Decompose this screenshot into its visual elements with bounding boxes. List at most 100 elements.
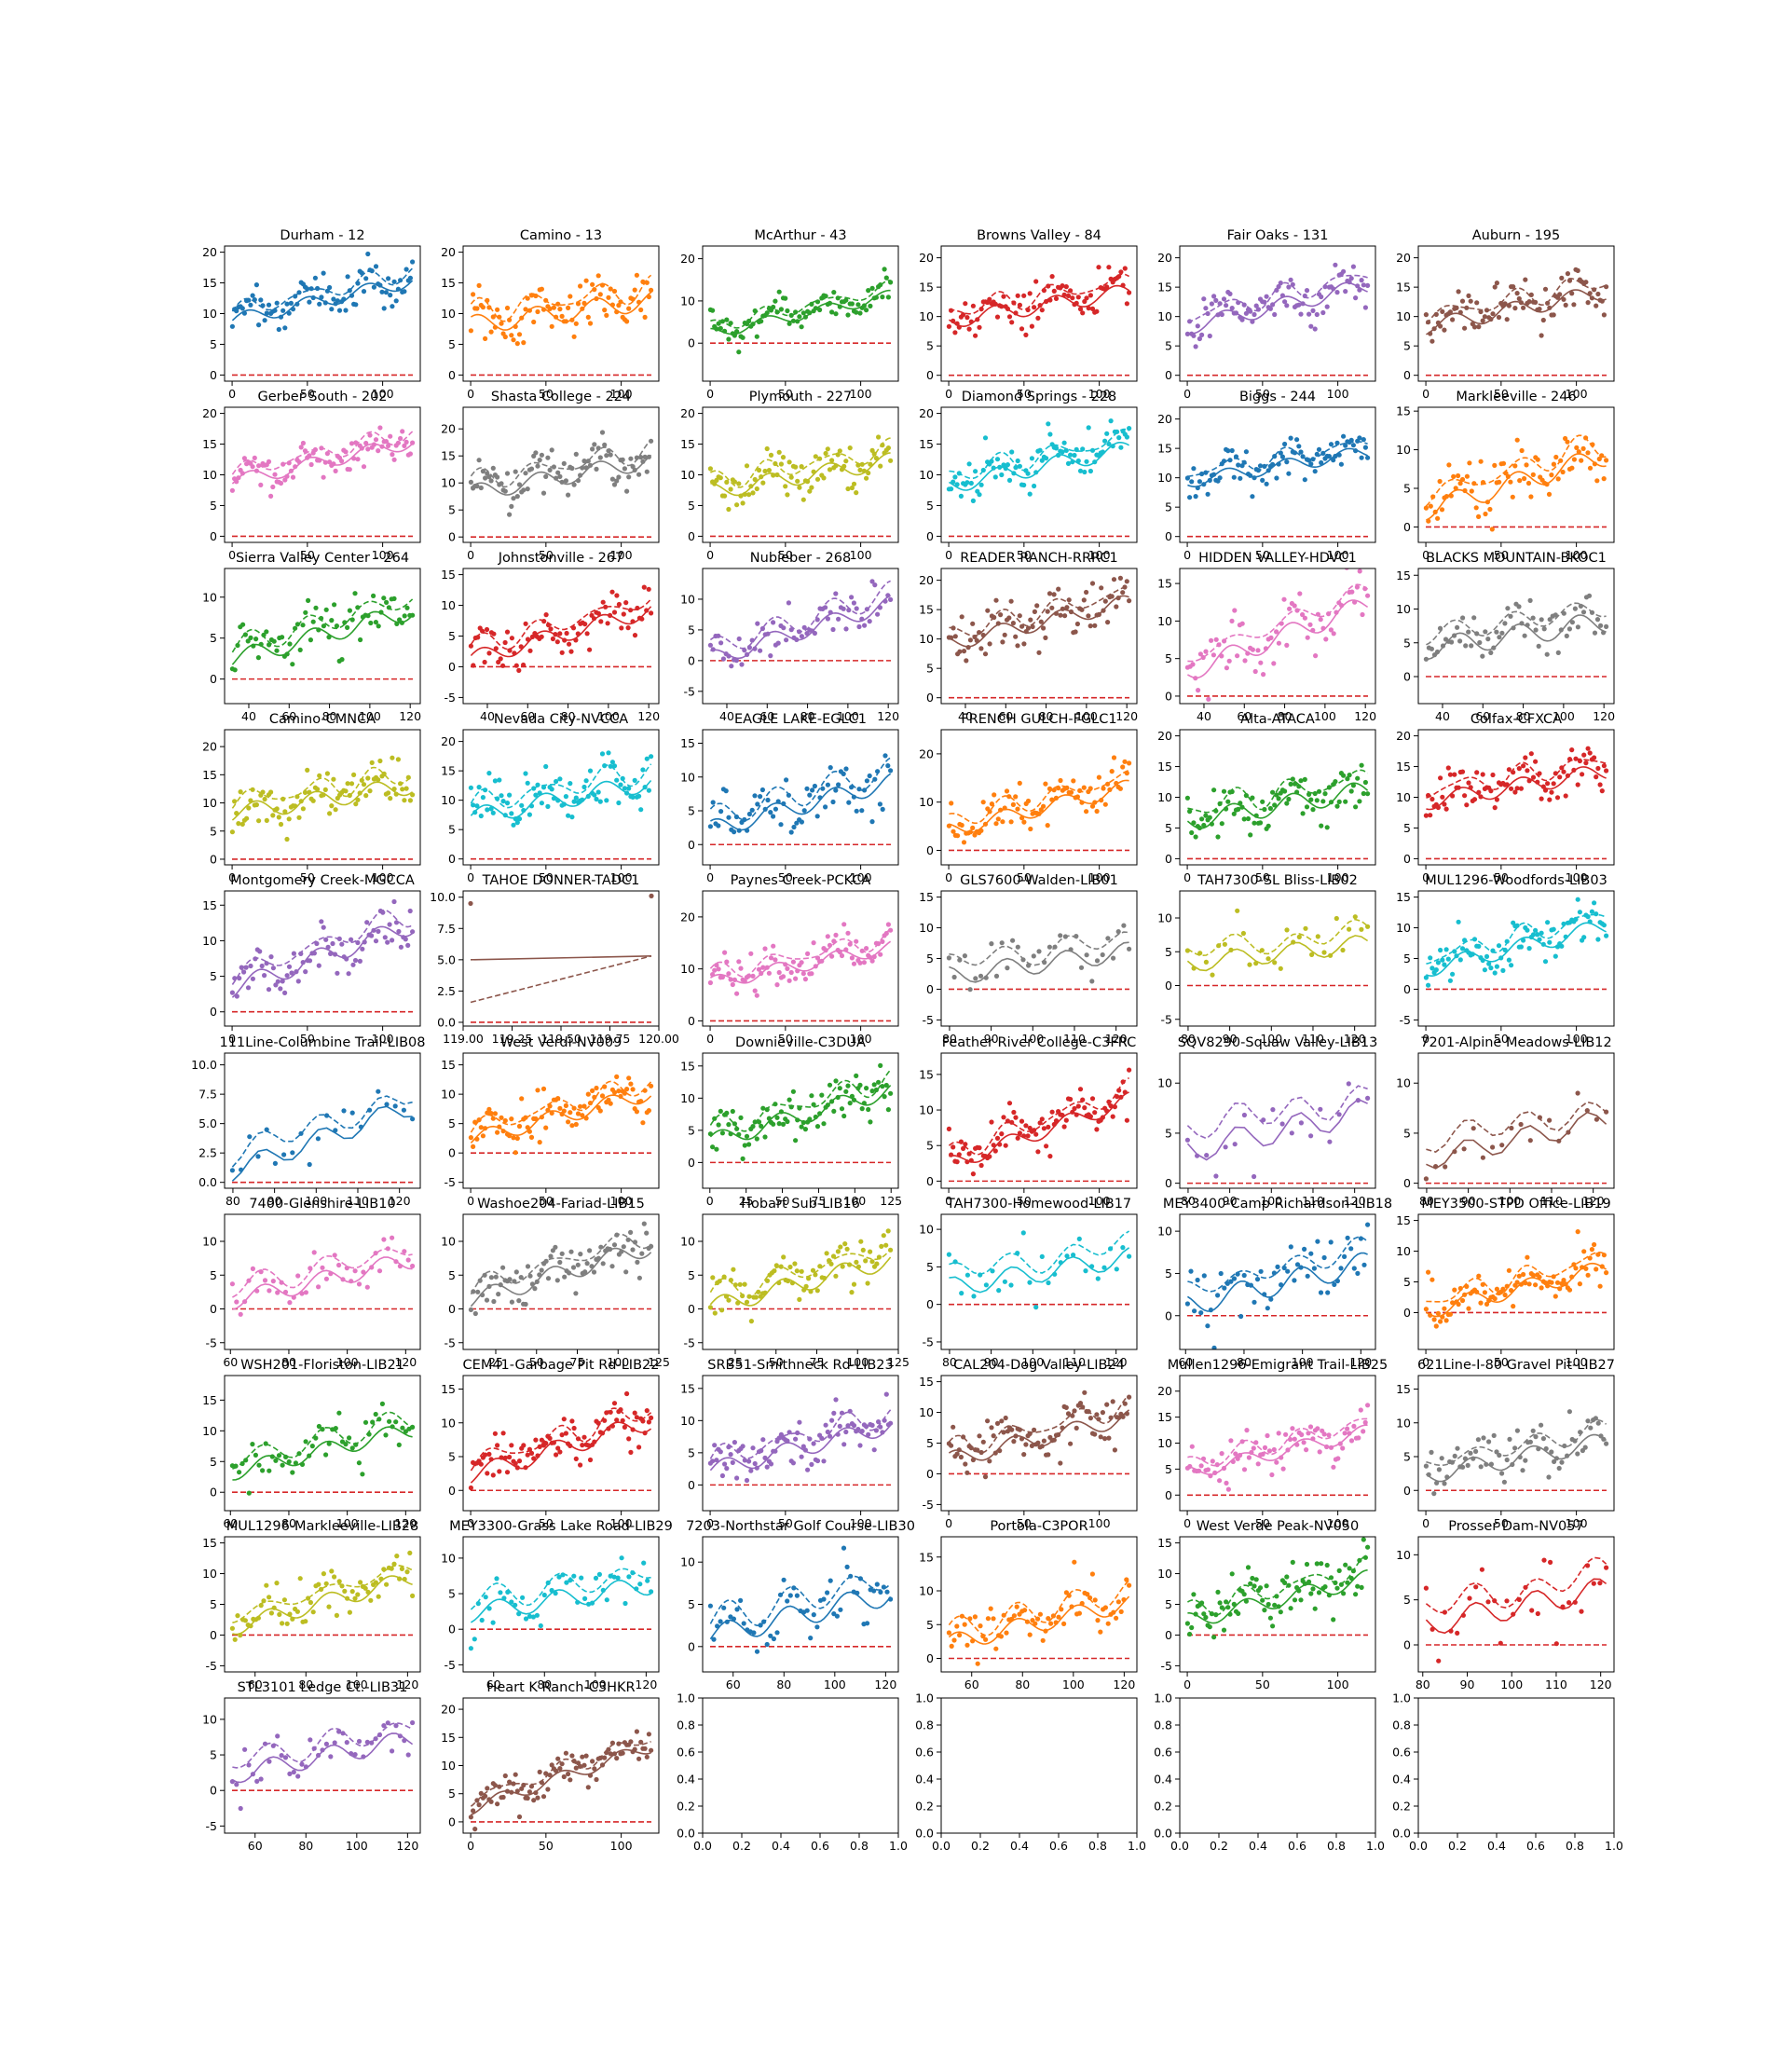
data-point xyxy=(1271,1446,1277,1453)
axes-frame xyxy=(224,1536,421,1673)
data-point xyxy=(707,979,714,986)
data-point xyxy=(1074,446,1079,452)
y-tick-label: 15 xyxy=(202,898,217,912)
data-point xyxy=(1365,1403,1371,1408)
data-point xyxy=(539,1267,544,1273)
data-point xyxy=(311,1250,317,1255)
data-point xyxy=(1434,1480,1440,1486)
fit-line xyxy=(709,1424,892,1472)
data-point xyxy=(775,799,781,804)
data-point xyxy=(1122,584,1128,590)
x-tick-label: 125 xyxy=(880,1194,902,1208)
data-point xyxy=(595,610,602,616)
data-point xyxy=(1356,1435,1361,1441)
data-point xyxy=(802,977,809,982)
data-point xyxy=(557,473,563,479)
data-point xyxy=(1011,1109,1017,1116)
data-point xyxy=(1328,800,1334,805)
subplot-title: MEY3300-Grass Lake Road-LIB29 xyxy=(449,1519,673,1534)
data-point xyxy=(1466,629,1471,635)
data-point xyxy=(719,1472,726,1479)
data-point xyxy=(253,1452,258,1458)
data-point xyxy=(1021,1452,1027,1458)
subplot-title: Mullen1296-Emigrant Trail-LIB25 xyxy=(1168,1358,1388,1373)
x-tick-label: 50 xyxy=(778,1516,793,1530)
data-point xyxy=(402,613,407,619)
data-point xyxy=(724,317,730,322)
data-point xyxy=(1023,332,1029,337)
data-point xyxy=(394,1554,400,1559)
x-tick-label: 90 xyxy=(1223,1032,1238,1046)
data-point xyxy=(1336,1112,1342,1117)
data-point xyxy=(486,1283,492,1289)
data-point xyxy=(1492,970,1498,976)
x-tick-label: 50 xyxy=(1017,548,1032,562)
x-tick-label: 0 xyxy=(1422,548,1429,562)
data-point xyxy=(784,637,789,643)
data-point xyxy=(1489,527,1495,532)
y-tick-label: 10 xyxy=(1396,921,1411,935)
data-point xyxy=(499,1455,504,1460)
data-point xyxy=(628,1449,634,1455)
data-point xyxy=(639,1251,645,1256)
data-point xyxy=(229,1168,235,1173)
data-point xyxy=(266,302,272,308)
data-point xyxy=(1266,1448,1272,1454)
axes-frame xyxy=(940,1536,1138,1673)
data-point xyxy=(256,463,262,469)
y-tick-label: 5 xyxy=(1403,482,1411,496)
data-point xyxy=(1530,1428,1536,1433)
x-tick-label: 75 xyxy=(570,1355,585,1369)
data-point xyxy=(1308,1251,1314,1256)
data-point xyxy=(519,1096,525,1102)
data-point xyxy=(341,296,347,302)
data-point xyxy=(636,1275,643,1280)
data-point xyxy=(268,954,274,960)
data-point xyxy=(1523,1280,1528,1286)
data-point xyxy=(1013,465,1019,471)
y-tick-label: 0 xyxy=(210,1628,217,1642)
data-point xyxy=(1594,478,1600,484)
axes-frame xyxy=(462,568,660,705)
data-point xyxy=(835,295,841,301)
data-point xyxy=(339,459,345,464)
data-point xyxy=(320,1265,325,1270)
data-point xyxy=(1217,475,1223,481)
data-point xyxy=(1298,778,1304,784)
data-point xyxy=(855,302,861,308)
data-point xyxy=(495,796,500,801)
data-point xyxy=(836,782,841,787)
data-point xyxy=(878,1062,883,1068)
data-point xyxy=(1255,648,1261,653)
data-point xyxy=(732,479,738,485)
data-point xyxy=(521,340,527,346)
data-point xyxy=(1300,301,1306,307)
data-point xyxy=(559,1251,565,1256)
data-point xyxy=(724,1619,730,1624)
data-point xyxy=(1573,756,1579,761)
data-point xyxy=(507,1133,513,1139)
data-point xyxy=(1189,1444,1195,1449)
data-point xyxy=(1096,611,1101,618)
data-point xyxy=(1592,630,1598,636)
data-point xyxy=(978,1623,983,1629)
data-point xyxy=(1088,1595,1093,1601)
data-point xyxy=(1250,494,1255,500)
data-point xyxy=(1355,1270,1361,1276)
data-point xyxy=(781,801,787,807)
x-tick-label: 60 xyxy=(759,709,774,723)
x-tick-label: 100 xyxy=(1327,870,1349,884)
data-point xyxy=(835,452,841,458)
data-point xyxy=(483,475,488,481)
data-point xyxy=(1551,461,1556,467)
data-point xyxy=(1032,1128,1037,1133)
data-point xyxy=(1288,435,1293,441)
data-point xyxy=(282,325,288,331)
y-tick-label: 5 xyxy=(1165,1462,1172,1476)
data-point xyxy=(855,1264,862,1269)
data-point xyxy=(737,1281,743,1287)
data-point xyxy=(502,813,508,818)
data-point xyxy=(355,939,361,946)
data-point xyxy=(861,303,868,308)
data-point xyxy=(345,624,350,631)
